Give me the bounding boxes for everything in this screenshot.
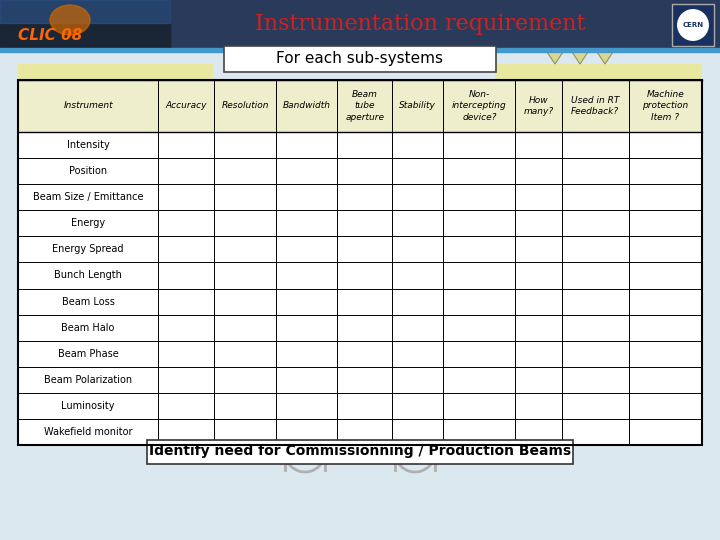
Text: Energy: Energy bbox=[71, 218, 105, 228]
Text: Stability: Stability bbox=[400, 102, 436, 111]
Bar bbox=[18, 80, 702, 445]
Text: Resolution: Resolution bbox=[221, 102, 269, 111]
Bar bbox=[18, 80, 702, 132]
Text: Beam Size / Emittance: Beam Size / Emittance bbox=[33, 192, 143, 202]
Text: How
many?: How many? bbox=[523, 96, 554, 116]
Bar bbox=[0, 0, 170, 48]
Text: Instrument: Instrument bbox=[63, 102, 113, 111]
Circle shape bbox=[676, 8, 710, 42]
Text: Intensity: Intensity bbox=[67, 140, 109, 150]
Bar bbox=[18, 132, 702, 445]
Text: Energy Spread: Energy Spread bbox=[53, 245, 124, 254]
Bar bbox=[495, 64, 702, 80]
Text: Non-
intercepting
device?: Non- intercepting device? bbox=[452, 90, 507, 122]
Ellipse shape bbox=[50, 5, 90, 35]
FancyBboxPatch shape bbox=[224, 46, 496, 72]
Text: Beam Loss: Beam Loss bbox=[62, 296, 114, 307]
Text: Beam Halo: Beam Halo bbox=[61, 322, 114, 333]
Polygon shape bbox=[570, 49, 590, 64]
Text: CERN: CERN bbox=[683, 22, 703, 28]
Text: For each sub-systems: For each sub-systems bbox=[276, 51, 444, 66]
Bar bbox=[0, 0, 170, 48]
Text: Luminosity: Luminosity bbox=[61, 401, 115, 411]
Text: Machine
protection
Item ?: Machine protection Item ? bbox=[642, 90, 688, 122]
Text: Beam Polarization: Beam Polarization bbox=[44, 375, 132, 385]
Polygon shape bbox=[265, 49, 285, 64]
FancyBboxPatch shape bbox=[672, 4, 714, 46]
Bar bbox=[18, 64, 213, 80]
Polygon shape bbox=[315, 49, 335, 64]
Text: Accuracy: Accuracy bbox=[166, 102, 207, 111]
Text: Bandwidth: Bandwidth bbox=[283, 102, 330, 111]
Text: CLIC 08: CLIC 08 bbox=[18, 29, 82, 44]
Bar bbox=[0, 0, 720, 48]
Text: Used in RT
Feedback?: Used in RT Feedback? bbox=[571, 96, 619, 116]
Polygon shape bbox=[545, 49, 565, 64]
Bar bbox=[0, 0, 170, 23]
FancyBboxPatch shape bbox=[147, 440, 573, 464]
Text: Beam
tube
aperture: Beam tube aperture bbox=[346, 90, 384, 122]
Text: Wakefield monitor: Wakefield monitor bbox=[44, 427, 132, 437]
Text: Instrumentation requirement: Instrumentation requirement bbox=[255, 13, 585, 35]
Bar bbox=[0, 48, 720, 52]
Text: Identify need for Commissionning / Production Beams: Identify need for Commissionning / Produ… bbox=[149, 444, 571, 458]
Text: Beam Phase: Beam Phase bbox=[58, 349, 119, 359]
Text: Position: Position bbox=[69, 166, 107, 176]
Polygon shape bbox=[290, 49, 310, 64]
Text: Bunch Length: Bunch Length bbox=[54, 271, 122, 280]
Polygon shape bbox=[595, 49, 615, 64]
